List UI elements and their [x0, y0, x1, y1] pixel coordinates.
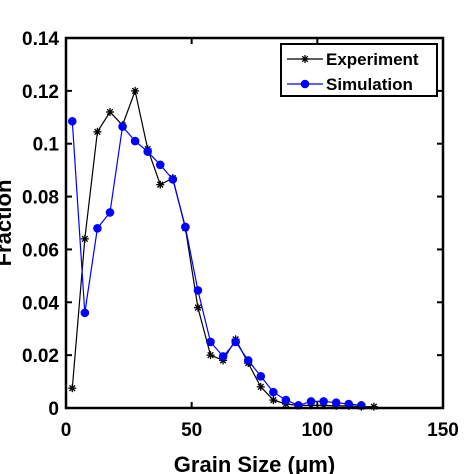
experiment-point: [80, 234, 89, 243]
y-tick-label: 0.14: [22, 29, 59, 50]
simulation-point: [256, 371, 266, 381]
x-tick-label: 50: [181, 420, 202, 441]
experiment-point: [369, 402, 378, 411]
asterisk-stroke: [207, 351, 214, 359]
simulation-line: [71, 121, 362, 407]
axes-box: [64, 36, 445, 410]
simulation-point: [193, 286, 203, 295]
experiment-point: [256, 382, 265, 391]
simulation-point: [80, 308, 90, 318]
simulation-point: [306, 397, 316, 406]
simulation-point: [206, 337, 215, 347]
simulation-point: [143, 147, 152, 156]
simulation-point: [231, 337, 240, 347]
experiment-point: [68, 384, 77, 393]
experiment-point: [93, 127, 102, 136]
asterisk-stroke: [131, 87, 139, 95]
simulation-point: [319, 397, 328, 406]
simulation-point: [281, 395, 291, 405]
experiment-point: [105, 108, 114, 116]
simulation-point: [118, 122, 127, 131]
asterisk-stroke: [257, 383, 265, 391]
y-tick-label: 0.04: [22, 293, 59, 314]
asterisk-stroke: [301, 55, 309, 63]
simulation-point: [168, 175, 178, 184]
y-tick-label: 0.02: [22, 346, 59, 367]
y-tick-label: 0.08: [22, 188, 59, 209]
series-layer: [67, 86, 378, 411]
simulation-point: [331, 398, 341, 408]
experiment-point: [156, 180, 165, 189]
asterisk-stroke: [106, 108, 114, 116]
y-axis-label: Fraction: [0, 180, 16, 267]
experiment-point: [131, 86, 140, 95]
asterisk-stroke: [194, 304, 202, 311]
legend-simulation-label: Simulation: [326, 75, 413, 94]
asterisk-stroke: [270, 396, 277, 404]
simulation-point: [105, 208, 115, 217]
y-tick-label: 0: [48, 399, 59, 420]
simulation-point: [67, 116, 77, 126]
asterisk-stroke: [94, 128, 101, 136]
asterisk-stroke: [81, 235, 89, 243]
simulation-point: [155, 160, 165, 170]
y-tick-label: 0.06: [22, 240, 59, 261]
axes: 0 50 100 150 0 0.02 0.04 0.06 0.08 0.1 0.12 0.14: [22, 29, 459, 441]
legend: Experiment Simulation: [280, 43, 438, 97]
simulation-point: [130, 136, 140, 146]
legend-experiment-label: Experiment: [326, 50, 419, 69]
simulation-point: [181, 222, 190, 232]
simulation-point: [269, 387, 278, 397]
simulation-point: [344, 399, 354, 409]
asterisk-stroke: [69, 384, 76, 392]
simulation-point: [243, 356, 253, 365]
legend-simulation-marker: [300, 79, 310, 89]
x-axis-label: Grain Size (μm): [174, 452, 335, 474]
y-tick-label: 0.12: [22, 82, 59, 103]
legend-experiment-marker: [301, 55, 309, 63]
experiment-point: [269, 396, 278, 405]
experiment-point: [206, 351, 215, 360]
x-tick-label: 0: [61, 420, 72, 441]
simulation-point: [93, 223, 102, 233]
y-tick-label: 0.1: [33, 135, 60, 156]
asterisk-stroke: [156, 181, 164, 188]
x-tick-label: 150: [427, 420, 459, 441]
simulation-point: [218, 352, 228, 361]
experiment-point: [193, 303, 202, 312]
x-tick-label: 100: [301, 420, 333, 441]
